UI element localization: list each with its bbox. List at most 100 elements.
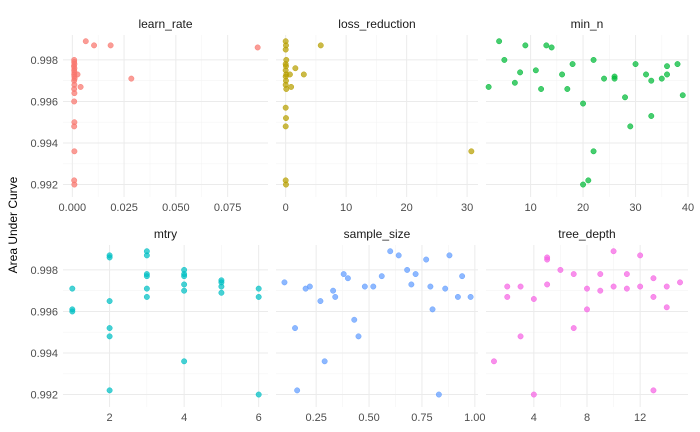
x-tick-label: 0.75 (411, 412, 432, 424)
x-tick-label: 1.00 (464, 412, 485, 424)
strip-title: mtry (154, 227, 177, 241)
data-point (82, 38, 89, 45)
data-point (623, 271, 630, 278)
data-point (71, 148, 78, 155)
panel-tree-depth: tree_depth 4 8 12 (486, 227, 688, 424)
data-point (643, 71, 649, 78)
panel-min-n: min_n 10 20 30 40 (485, 17, 694, 214)
data-point (446, 252, 453, 259)
data-point (522, 42, 529, 49)
data-point (292, 65, 299, 72)
data-point (663, 304, 670, 311)
data-point (370, 283, 377, 290)
y-tick-label: 0.994 (30, 138, 58, 150)
data-point (181, 273, 188, 280)
x-tick-label: 0.075 (214, 202, 242, 214)
data-point (408, 281, 415, 288)
x-tick-label: 0.050 (162, 202, 190, 214)
data-point (181, 287, 188, 294)
data-point (569, 61, 576, 68)
y-tick-label: 0.992 (30, 180, 58, 192)
data-point (648, 77, 655, 84)
panel-background (63, 245, 268, 407)
data-point (610, 248, 617, 255)
data-point (564, 86, 571, 92)
data-point (650, 293, 657, 300)
strip-title: learn_rate (138, 17, 192, 31)
x-tick-label: 8 (584, 412, 590, 424)
data-point (610, 283, 617, 290)
data-point (601, 75, 608, 82)
data-point (143, 293, 150, 300)
data-point (143, 273, 150, 280)
data-point (485, 83, 492, 90)
data-point (530, 296, 537, 302)
data-point (71, 181, 78, 188)
data-point (496, 38, 503, 45)
data-point (332, 293, 339, 300)
data-point (351, 316, 358, 323)
data-point (517, 283, 524, 290)
data-point (674, 61, 681, 68)
data-point (412, 271, 419, 278)
data-point (181, 281, 188, 288)
data-point (590, 56, 597, 63)
strip-title: min_n (571, 17, 604, 31)
data-point (288, 83, 295, 90)
data-point (580, 181, 587, 188)
data-point (255, 391, 262, 398)
data-point (427, 283, 434, 290)
data-point (637, 283, 644, 290)
data-point (597, 271, 604, 278)
data-point (330, 287, 337, 294)
data-point (292, 325, 298, 332)
data-point (632, 61, 639, 68)
strip-title: sample_size (344, 227, 411, 241)
data-point (501, 56, 508, 63)
y-tick-label: 0.994 (30, 348, 58, 360)
data-point (664, 63, 670, 70)
data-point (627, 123, 634, 130)
data-point (294, 387, 301, 394)
data-point (548, 44, 555, 51)
data-point (106, 387, 113, 394)
data-point (106, 333, 113, 340)
data-point (344, 275, 351, 282)
data-point (543, 42, 550, 49)
data-point (584, 306, 590, 313)
data-point (504, 293, 511, 300)
data-point (580, 100, 587, 107)
data-point (355, 333, 362, 340)
data-point (317, 42, 324, 49)
x-tick-label: 2 (107, 412, 113, 424)
strip-title: tree_depth (558, 227, 615, 241)
data-point (544, 256, 551, 263)
data-point (71, 123, 78, 130)
data-point (435, 391, 442, 398)
data-point (282, 46, 289, 53)
data-point (597, 287, 604, 294)
data-point (283, 115, 289, 122)
data-point (648, 113, 655, 119)
y-tick-label: 0.992 (30, 390, 58, 402)
x-tick-label: 20 (577, 202, 589, 214)
data-point (442, 285, 449, 292)
data-point (650, 275, 657, 282)
data-point (454, 293, 461, 300)
data-point (530, 391, 537, 398)
data-point (286, 71, 293, 78)
data-point (584, 285, 590, 292)
data-point (429, 306, 436, 313)
y-tick-label: 0.996 (30, 96, 58, 108)
panel-learn-rate: learn_rate 0.992 0.994 0.996 0.998 0.000 0.025… (30, 17, 268, 214)
data-point (143, 252, 150, 259)
data-point (255, 293, 262, 300)
data-point (255, 285, 262, 292)
x-tick-label: 0 (283, 202, 289, 214)
y-axis-title: Area Under Curve (6, 176, 20, 273)
data-point (570, 271, 577, 278)
data-point (106, 325, 113, 332)
data-point (282, 104, 289, 111)
data-point (404, 266, 411, 273)
